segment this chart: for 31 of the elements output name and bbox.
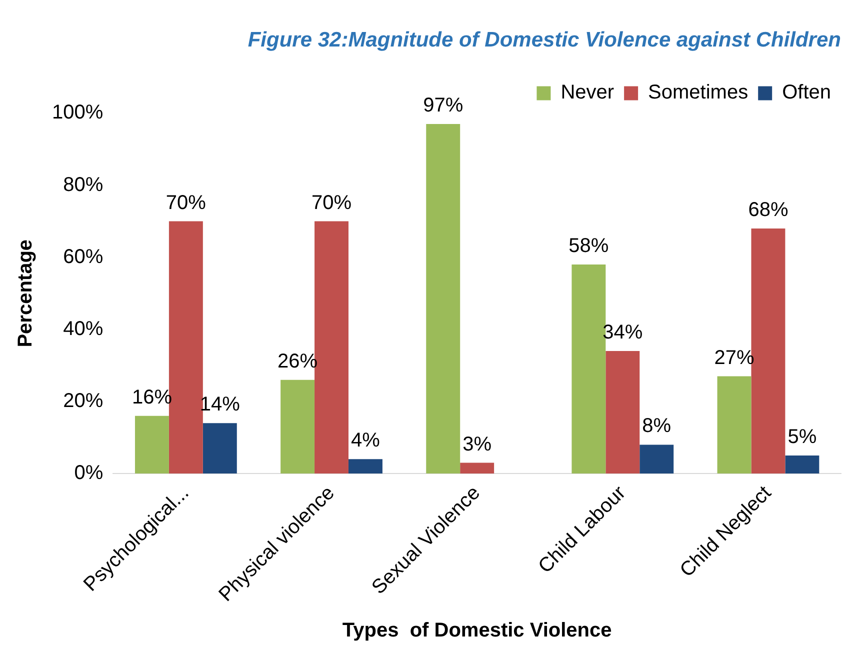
- legend-label: Never: [560, 82, 614, 104]
- data-label: 70%: [166, 192, 206, 214]
- bar: [640, 444, 674, 474]
- bar: [348, 459, 382, 474]
- bar: [134, 416, 169, 474]
- data-label: 58%: [568, 235, 609, 258]
- y-tick-label: 20%: [63, 390, 104, 412]
- bar: [280, 380, 315, 474]
- y-tick-label: 60%: [63, 246, 104, 268]
- bar: [426, 124, 460, 474]
- bar: [460, 462, 494, 474]
- data-label: 68%: [748, 199, 788, 222]
- chart-title: Figure 32:Magnitude of Domestic Violence against Children: [248, 28, 841, 52]
- y-tick-label: 0%: [74, 462, 104, 484]
- bar: [202, 423, 237, 474]
- legend-label: Sometimes: [648, 82, 748, 104]
- y-axis-title: Percentage: [14, 239, 37, 348]
- bar: [785, 456, 820, 474]
- data-label: 97%: [423, 94, 464, 117]
- y-tick-label: 100%: [52, 102, 104, 124]
- data-label: 5%: [788, 426, 817, 448]
- x-axis-title: Types of Domestic Violence: [342, 620, 612, 642]
- bar: [717, 376, 752, 474]
- data-label: 8%: [642, 415, 672, 438]
- legend-label: Often: [782, 82, 832, 104]
- data-label: 70%: [311, 192, 352, 214]
- data-label: 4%: [351, 430, 380, 452]
- y-tick-label: 80%: [63, 174, 104, 196]
- data-label: 3%: [462, 433, 492, 456]
- bar: [606, 351, 640, 474]
- y-tick-label: 40%: [63, 318, 104, 340]
